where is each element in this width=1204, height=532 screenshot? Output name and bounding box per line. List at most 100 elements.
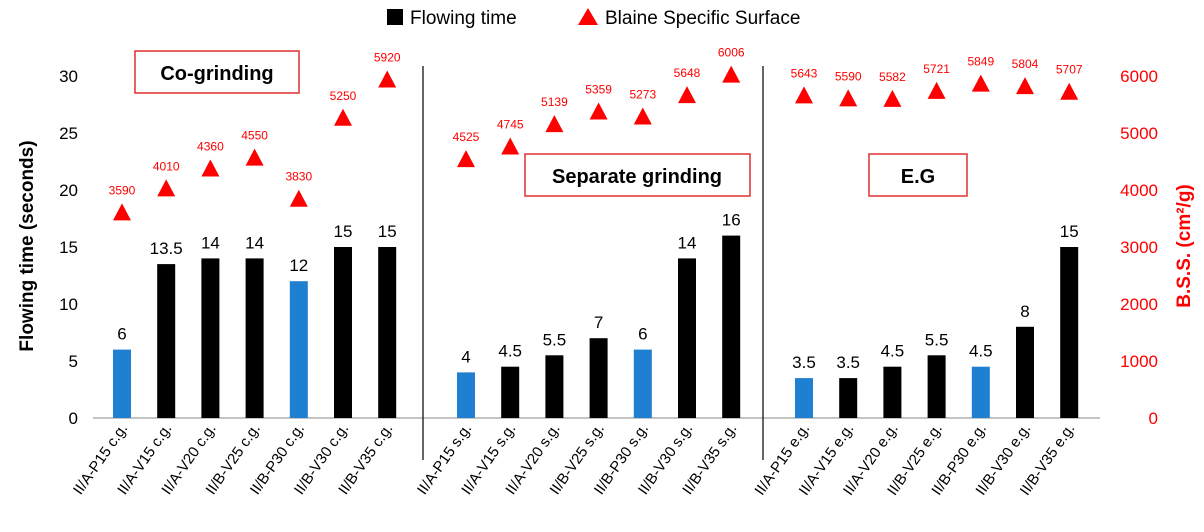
flowing-time-value-label: 3.5 bbox=[836, 353, 860, 372]
bss-value-label: 4360 bbox=[197, 139, 224, 153]
flowing-time-value-label: 5.5 bbox=[925, 330, 949, 349]
bss-value-label: 5721 bbox=[923, 62, 950, 76]
y-left-tick-label: 5 bbox=[69, 352, 78, 371]
bss-value-label: 4010 bbox=[153, 159, 180, 173]
flowing-time-value-label: 4.5 bbox=[969, 342, 993, 361]
flowing-time-bar bbox=[457, 372, 475, 418]
flowing-time-value-label: 4.5 bbox=[881, 342, 905, 361]
flowing-time-bar bbox=[839, 378, 858, 418]
bss-value-label: 5804 bbox=[1012, 57, 1039, 71]
flowing-time-bar bbox=[971, 366, 990, 418]
bss-marker bbox=[678, 86, 696, 104]
flowing-time-bar bbox=[201, 258, 220, 418]
bss-value-label: 5250 bbox=[330, 89, 357, 103]
bss-value-label: 4550 bbox=[241, 129, 268, 143]
flowing-time-bar bbox=[378, 247, 397, 418]
flowing-time-value-label: 16 bbox=[722, 211, 741, 230]
flowing-time-bar bbox=[289, 281, 308, 418]
y-left-axis-title: Flowing time (seconds) bbox=[17, 140, 38, 351]
bss-marker bbox=[378, 70, 397, 88]
flowing-time-value-label: 4 bbox=[461, 347, 470, 366]
bss-marker bbox=[545, 115, 564, 133]
legend-bss-label: Blaine Specific Surface bbox=[605, 8, 800, 29]
bss-marker bbox=[201, 159, 220, 177]
flowing-time-value-label: 7 bbox=[594, 313, 603, 332]
bss-value-label: 5648 bbox=[674, 66, 701, 80]
flowing-time-value-label: 6 bbox=[117, 325, 126, 344]
y-right-tick-label: 2000 bbox=[1120, 295, 1158, 314]
flowing-time-value-label: 14 bbox=[678, 233, 697, 252]
bss-marker bbox=[633, 107, 652, 125]
y-left-tick-label: 20 bbox=[59, 181, 78, 200]
flowing-time-value-label: 15 bbox=[334, 222, 353, 241]
group-title-separate-grinding: Separate grinding bbox=[524, 153, 751, 197]
flowing-time-bar bbox=[589, 338, 608, 418]
flowing-time-bar bbox=[795, 378, 813, 418]
flowing-time-value-label: 15 bbox=[378, 222, 397, 241]
group-title-co-grinding: Co-grinding bbox=[134, 50, 300, 94]
flowing-time-value-label: 12 bbox=[289, 256, 308, 275]
legend-flowing-time-swatch bbox=[387, 9, 403, 25]
y-right-tick-label: 5000 bbox=[1120, 124, 1158, 143]
flowing-time-value-label: 4.5 bbox=[498, 342, 522, 361]
bss-marker bbox=[1016, 77, 1034, 95]
y-right-tick-label: 0 bbox=[1149, 409, 1158, 428]
flowing-time-value-label: 8 bbox=[1020, 302, 1029, 321]
flowing-time-bar bbox=[678, 258, 696, 418]
bss-marker bbox=[971, 74, 990, 92]
flowing-time-bar bbox=[1060, 247, 1079, 418]
y-right-tick-label: 6000 bbox=[1120, 67, 1158, 86]
bss-value-label: 5359 bbox=[585, 83, 612, 97]
bss-value-label: 5920 bbox=[374, 51, 401, 65]
y-left-tick-label: 15 bbox=[59, 238, 78, 257]
flowing-time-bar bbox=[113, 349, 131, 418]
bss-marker bbox=[457, 150, 475, 168]
bss-marker bbox=[289, 189, 308, 207]
bss-value-label: 3590 bbox=[109, 183, 136, 197]
y-right-tick-label: 1000 bbox=[1120, 352, 1158, 371]
y-right-axis-title: B.S.S. (cm²/g) bbox=[1174, 184, 1195, 308]
bss-marker bbox=[883, 89, 902, 107]
flowing-time-value-label: 3.5 bbox=[792, 353, 816, 372]
flowing-time-bar bbox=[883, 366, 902, 418]
bss-value-label: 6006 bbox=[718, 46, 745, 60]
flowing-time-value-label: 6 bbox=[638, 325, 647, 344]
y-left-ticks: 0 5 10 15 20 25 30 bbox=[59, 67, 78, 428]
bss-marker bbox=[1060, 82, 1079, 100]
flowing-time-value-label: 13.5 bbox=[150, 239, 183, 258]
flowing-time-value-label: 14 bbox=[201, 233, 220, 252]
bss-value-label: 5707 bbox=[1056, 63, 1083, 77]
group-title-box bbox=[134, 50, 300, 94]
bss-marker bbox=[927, 81, 946, 99]
bss-value-label: 4525 bbox=[453, 130, 480, 144]
flowing-time-bar bbox=[927, 355, 946, 418]
bss-marker bbox=[501, 137, 520, 155]
legend-flowing-time-label: Flowing time bbox=[410, 8, 517, 29]
bss-value-label: 5590 bbox=[835, 69, 862, 83]
bss-value-label: 5139 bbox=[541, 95, 568, 109]
bss-marker bbox=[245, 148, 264, 166]
flowing-time-bar bbox=[334, 247, 352, 418]
legend: Flowing time Blaine Specific Surface bbox=[387, 8, 800, 29]
flowing-time-bar bbox=[722, 235, 741, 418]
flowing-time-bar bbox=[633, 349, 652, 418]
flowing-time-value-label: 15 bbox=[1060, 222, 1079, 241]
bss-value-label: 5643 bbox=[791, 66, 818, 80]
bss-value-label: 5273 bbox=[629, 87, 656, 101]
flowing-time-bar bbox=[545, 355, 564, 418]
bss-marker bbox=[722, 65, 741, 83]
y-right-tick-label: 3000 bbox=[1120, 238, 1158, 257]
bss-marker bbox=[795, 86, 813, 104]
y-left-tick-label: 0 bbox=[69, 409, 78, 428]
y-right-tick-label: 4000 bbox=[1120, 181, 1158, 200]
group-title-text: Co-grinding bbox=[160, 63, 273, 85]
group-title-text: Separate grinding bbox=[552, 166, 722, 188]
flowing-time-bar bbox=[157, 264, 176, 418]
bss-value-label: 4745 bbox=[497, 118, 524, 132]
flowing-time-bar bbox=[245, 258, 264, 418]
flowing-time-value-label: 5.5 bbox=[543, 330, 567, 349]
group-title-box bbox=[524, 153, 751, 197]
